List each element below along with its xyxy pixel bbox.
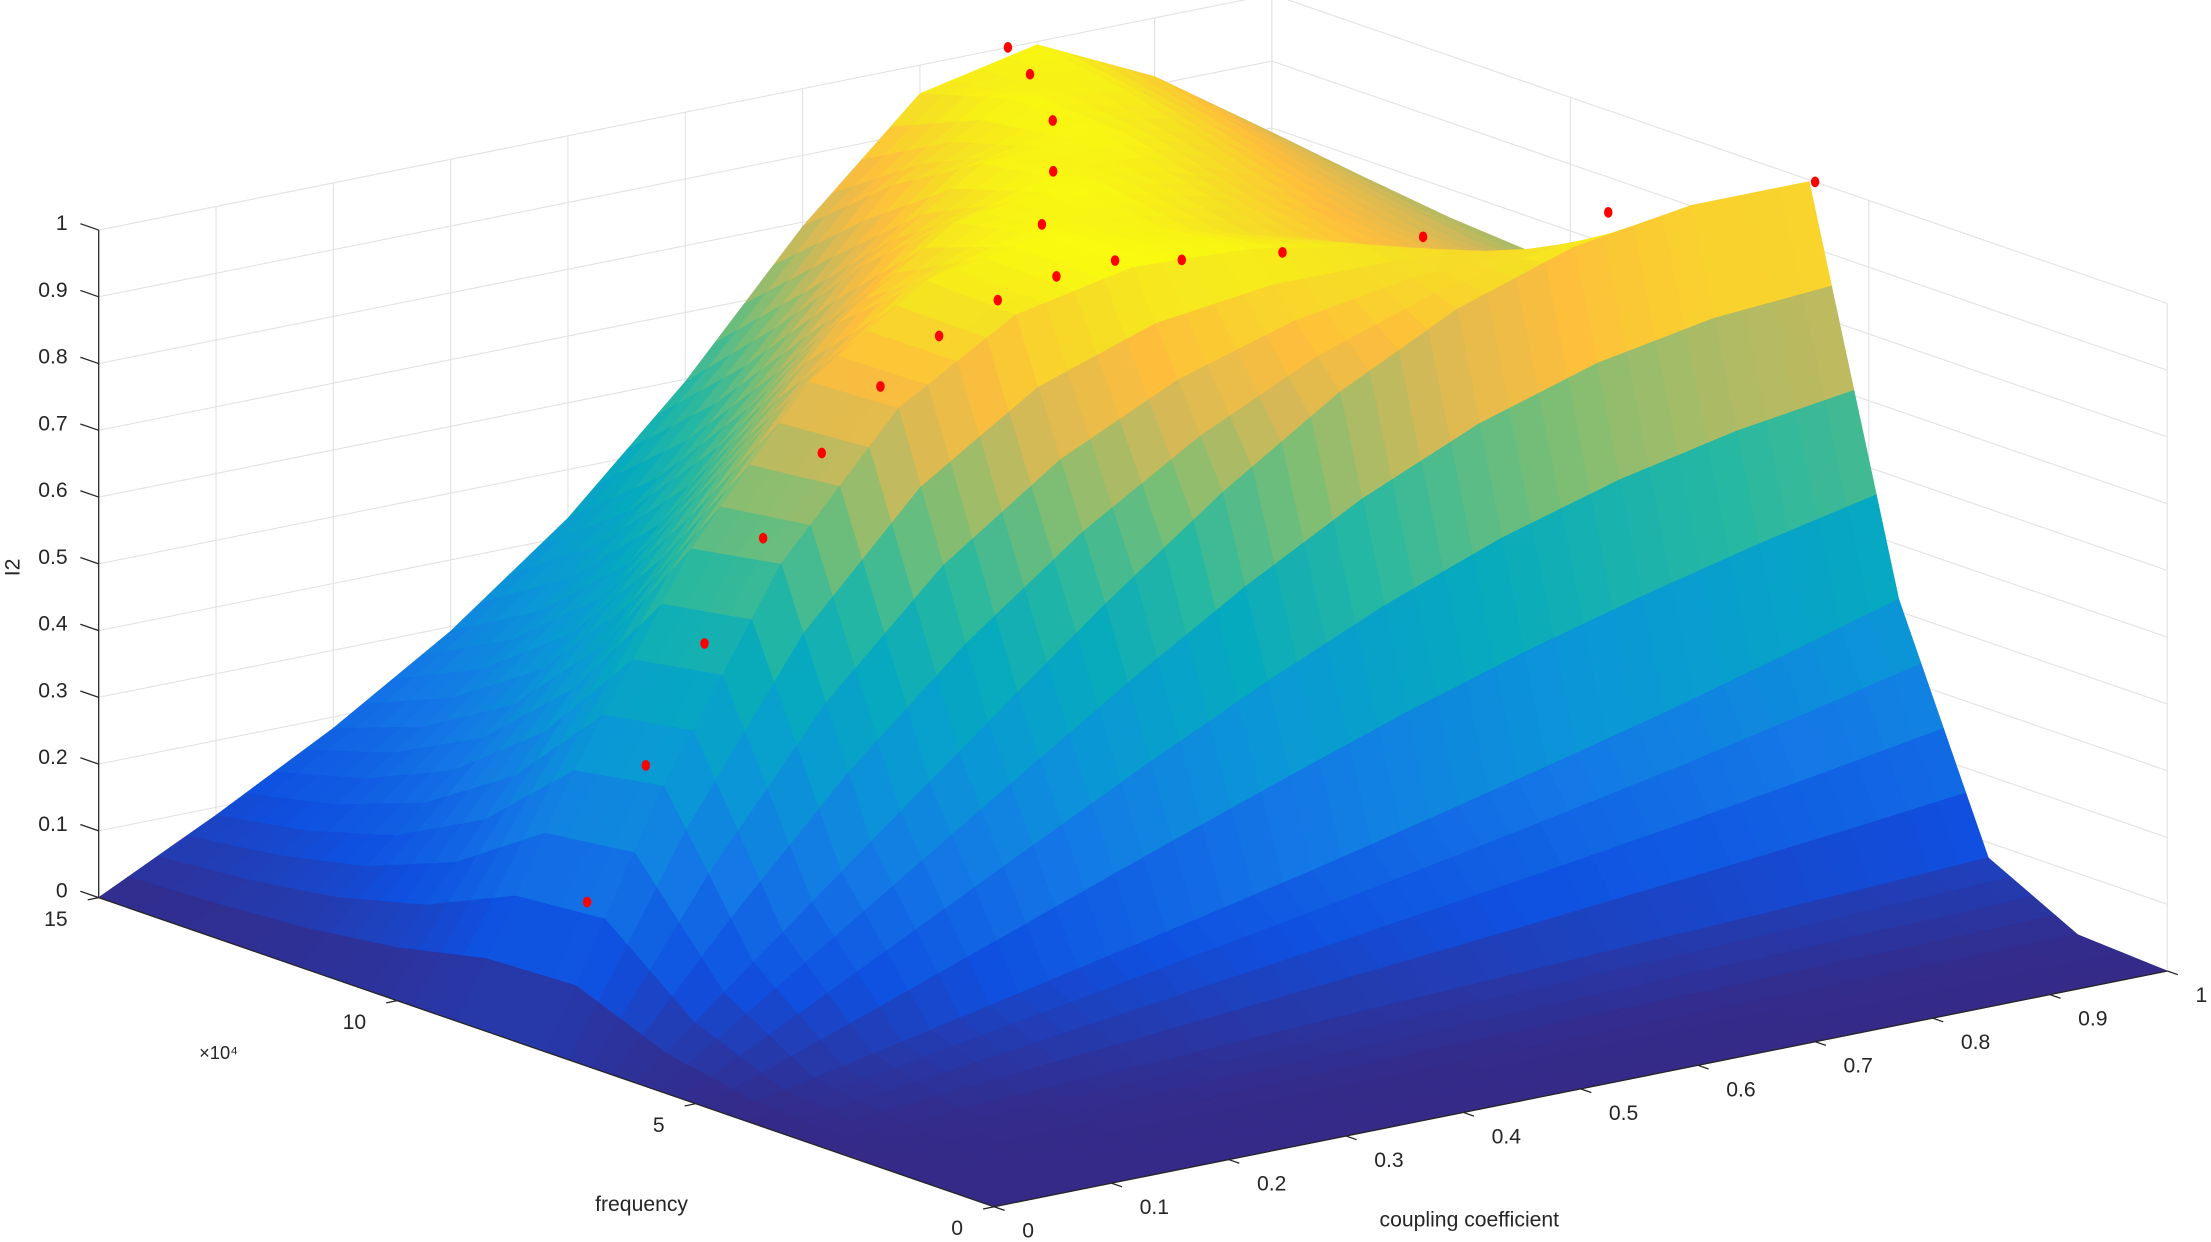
z-tick — [80, 690, 99, 698]
y-tick — [982, 1206, 995, 1210]
z-tick — [80, 556, 99, 565]
z-tick-label: 0.6 — [38, 479, 67, 502]
x-tick — [1111, 1182, 1123, 1188]
y-tick-label: 15 — [44, 908, 68, 931]
y-tick — [386, 1000, 398, 1004]
z-tick-label: 0.9 — [38, 279, 67, 302]
x-tick — [2167, 970, 2179, 976]
x-tick — [2049, 993, 2061, 999]
z-tick — [80, 823, 99, 832]
surface — [98, 44, 2168, 1208]
x-axis-label: coupling coefficient — [1380, 1208, 1560, 1231]
ridge-marker — [1048, 115, 1057, 126]
x-tick — [1697, 1064, 1709, 1070]
z-tick — [80, 490, 99, 498]
z-tick-label: 0 — [56, 880, 68, 903]
z-tick — [80, 623, 99, 632]
ridge-marker — [817, 447, 827, 459]
ridge-marker — [1037, 219, 1047, 230]
x-tick-label: 0.2 — [1257, 1173, 1286, 1196]
y-tick-label: 10 — [343, 1011, 367, 1034]
ridge-marker — [641, 760, 651, 771]
x-tick-label: 0.6 — [1726, 1078, 1755, 1101]
z-tick — [80, 757, 99, 765]
z-tick-label: 0.5 — [38, 546, 67, 569]
ridge-marker — [1110, 255, 1120, 266]
x-tick — [1463, 1111, 1475, 1117]
x-tick-label: 0.1 — [1140, 1196, 1169, 1219]
x-tick-label: 0 — [1022, 1220, 1034, 1242]
ridge-marker — [1418, 231, 1428, 243]
ridge-marker — [700, 638, 709, 649]
y-exponent-label: ×10⁴ — [199, 1042, 238, 1063]
grid-line — [1286, 0, 2168, 304]
x-tick-label: 0.3 — [1374, 1149, 1403, 1172]
ridge-marker — [1025, 68, 1035, 80]
ridge-marker — [1048, 165, 1058, 177]
z-tick-label: 0.3 — [38, 679, 67, 702]
y-tick-label: 0 — [951, 1217, 963, 1240]
y-axis-line — [98, 897, 995, 1208]
x-tick — [1345, 1135, 1357, 1141]
ridge-marker — [1177, 254, 1187, 266]
z-axis-label: I2 — [2, 559, 25, 577]
z-tick — [80, 890, 99, 899]
ridge-marker — [1278, 246, 1287, 258]
ridge-marker — [993, 294, 1003, 306]
ridge-marker — [876, 381, 885, 392]
z-tick — [80, 289, 99, 298]
z-tick-label: 0.7 — [38, 412, 67, 435]
z-tick — [80, 423, 99, 431]
z-tick — [80, 223, 99, 231]
x-tick-label: 0.9 — [2078, 1008, 2107, 1031]
y-axis-label: frequency — [595, 1193, 688, 1216]
z-tick-label: 0.8 — [38, 346, 67, 369]
ridge-marker — [1052, 270, 1061, 282]
ridge-marker — [1003, 42, 1013, 53]
x-tick — [993, 1206, 1005, 1211]
x-tick — [1815, 1041, 1827, 1046]
axes: 00.10.20.30.40.50.60.70.80.9105101500.10… — [38, 212, 2207, 1242]
y-tick — [87, 897, 99, 901]
z-tick-label: 0.1 — [38, 813, 67, 836]
x-tick-label: 0.8 — [1961, 1031, 1990, 1054]
x-tick — [1580, 1088, 1592, 1094]
ridge-marker — [758, 532, 768, 544]
y-tick-label: 5 — [653, 1114, 665, 1137]
x-tick-label: 1 — [2195, 984, 2207, 1007]
z-tick-label: 0.4 — [38, 613, 68, 636]
x-tick — [1932, 1017, 1944, 1023]
ridge-marker — [1604, 206, 1613, 218]
ridge-markers — [582, 42, 1820, 908]
z-tick-label: 0.2 — [38, 746, 67, 769]
y-tick — [684, 1103, 696, 1107]
grid-line — [98, 0, 1247, 231]
ridge-marker — [934, 330, 944, 342]
z-tick-label: 1 — [56, 212, 68, 235]
x-tick-label: 0.4 — [1492, 1125, 1522, 1148]
x-tick — [1228, 1158, 1240, 1164]
z-tick — [80, 356, 99, 365]
ridge-marker — [1810, 176, 1820, 188]
x-tick-label: 0.5 — [1609, 1102, 1638, 1125]
x-tick-label: 0.7 — [1844, 1055, 1873, 1078]
ridge-marker — [582, 896, 592, 908]
